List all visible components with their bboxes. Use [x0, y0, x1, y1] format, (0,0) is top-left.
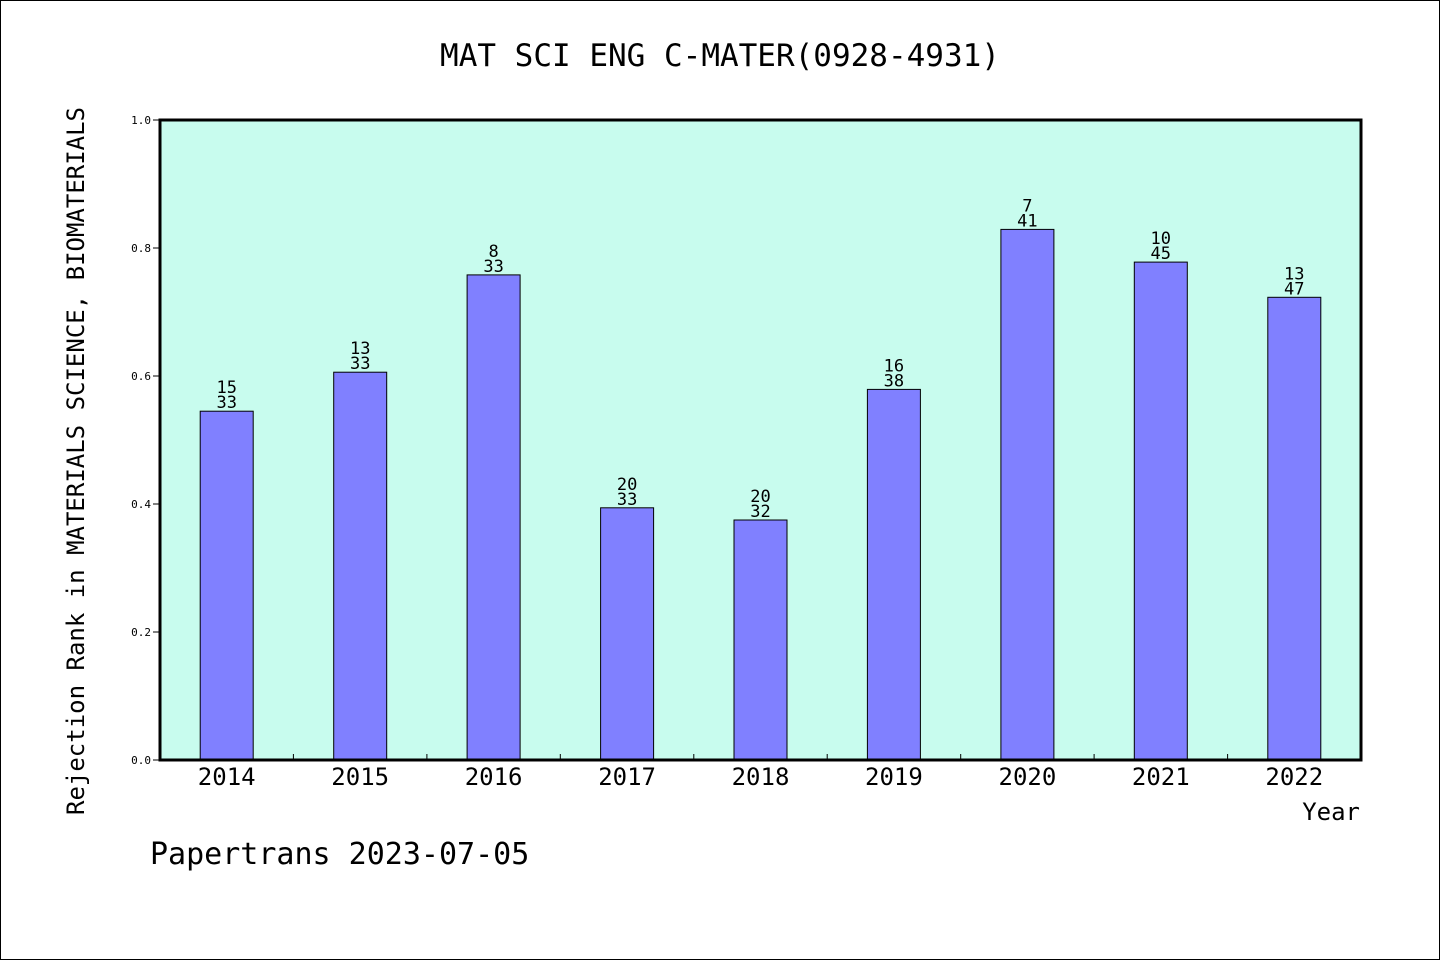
bar-2016: [466, 274, 521, 761]
y-tick-label: 0.6: [131, 370, 151, 383]
bar-2014: [199, 410, 254, 761]
bar-2015: [333, 371, 388, 761]
y-tick-label: 1.0: [131, 114, 151, 127]
bar-total-label: 38: [884, 371, 904, 391]
bar-total-label: 41: [1017, 211, 1037, 231]
x-tick-label: 2019: [865, 763, 923, 791]
bar-rank-label: 20: [617, 475, 637, 495]
bar-total-label: 45: [1151, 244, 1171, 264]
y-tick-label: 0.4: [131, 498, 151, 511]
y-axis-label: Rejection Rank in MATERIALS SCIENCE, BIO…: [62, 107, 90, 815]
bar-total-label: 33: [617, 490, 637, 510]
bar-rank-label: 8: [488, 242, 498, 262]
bar-rank-label: 15: [216, 378, 236, 398]
y-tick-label: 0.2: [131, 626, 151, 639]
bar-rank-label: 10: [1151, 229, 1171, 249]
bar-rank-label: 7: [1022, 196, 1032, 216]
y-axis: 0.0 0.2 0.4 0.6 0.8 1.0: [131, 114, 160, 767]
credit-footer: Papertrans 2023-07-05: [150, 837, 529, 872]
bar-total-label: 47: [1284, 279, 1304, 299]
bar-rank-label: 20: [750, 487, 770, 507]
x-tick-label: 2021: [1132, 763, 1190, 791]
y-tick-label: 0.0: [131, 754, 151, 767]
x-axis-label: Year: [1302, 798, 1360, 826]
plot-border: [158, 118, 1363, 762]
chart-title: MAT SCI ENG C-MATER(0928-4931): [440, 38, 1000, 74]
y-tick-label: 0.8: [131, 242, 151, 255]
x-tick-label: 2014: [198, 763, 256, 791]
bar-total-label: 33: [216, 393, 236, 413]
bar-2018: [733, 519, 788, 761]
x-tick-label: 2018: [732, 763, 790, 791]
bar-2022: [1267, 296, 1322, 761]
bar-total-label: 33: [350, 354, 370, 374]
x-tick-label: 2020: [999, 763, 1057, 791]
bar-total-label: 33: [483, 257, 503, 277]
bar-total-label: 32: [750, 502, 770, 522]
x-tick-label: 2016: [465, 763, 523, 791]
x-tick-label: 2015: [331, 763, 389, 791]
bar-2017: [600, 507, 655, 761]
bar-2020: [1000, 228, 1055, 761]
bar-2019: [866, 388, 921, 761]
x-axis: 2014 2015 2016 2017 2018 2019 2020 2021 2022: [198, 754, 1323, 791]
x-tick-label: 2022: [1265, 763, 1323, 791]
bar-rank-label: 16: [884, 356, 904, 376]
x-tick-label: 2017: [598, 763, 656, 791]
bar-rank-label: 13: [350, 339, 370, 359]
bar-2021: [1133, 261, 1188, 761]
bar-rank-label: 13: [1284, 264, 1304, 284]
bars-group: [199, 228, 1322, 761]
